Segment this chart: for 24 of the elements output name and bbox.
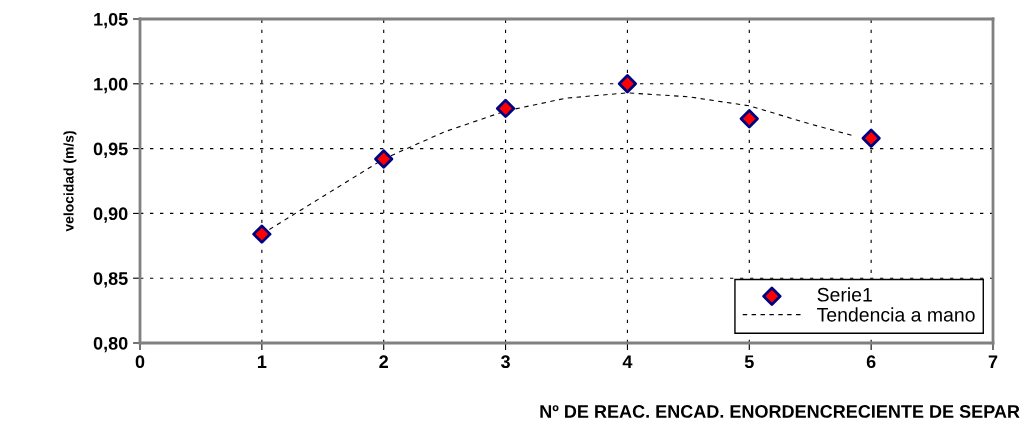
y-tick-label: 1,00	[94, 77, 128, 94]
point	[374, 149, 394, 169]
y-tick-label: 0,90	[93, 207, 128, 223]
point	[617, 74, 638, 94]
y-tick-label: 0,85	[93, 272, 128, 288]
x-tick-label: 5	[744, 355, 754, 369]
x-tick-label: 2	[379, 355, 389, 368]
legend-label: Serie1	[817, 287, 872, 302]
x-axis-title: Nº DE REAC. ENCAD. ENORDENCRECIENTE DE SEPAR	[540, 405, 1020, 418]
x-tick-label: 6	[866, 355, 876, 369]
y-tick-label: 0,95	[93, 142, 128, 158]
y-tick-label: 0,80	[93, 336, 128, 353]
y-tick-label: 1,05	[94, 12, 128, 29]
point	[495, 98, 516, 119]
y-axis-title: velocidad (m/s)	[63, 131, 77, 232]
x-tick-label: 3	[500, 355, 510, 369]
point	[252, 224, 272, 244]
x-tick-label: 1	[257, 355, 267, 368]
x-tick-label: 0	[135, 355, 145, 369]
point	[861, 128, 881, 148]
point	[739, 109, 759, 129]
x-tick-label: 7	[988, 355, 998, 368]
legend-label: Tendencia a mano	[817, 307, 975, 322]
x-tick-label: 4	[622, 355, 633, 368]
